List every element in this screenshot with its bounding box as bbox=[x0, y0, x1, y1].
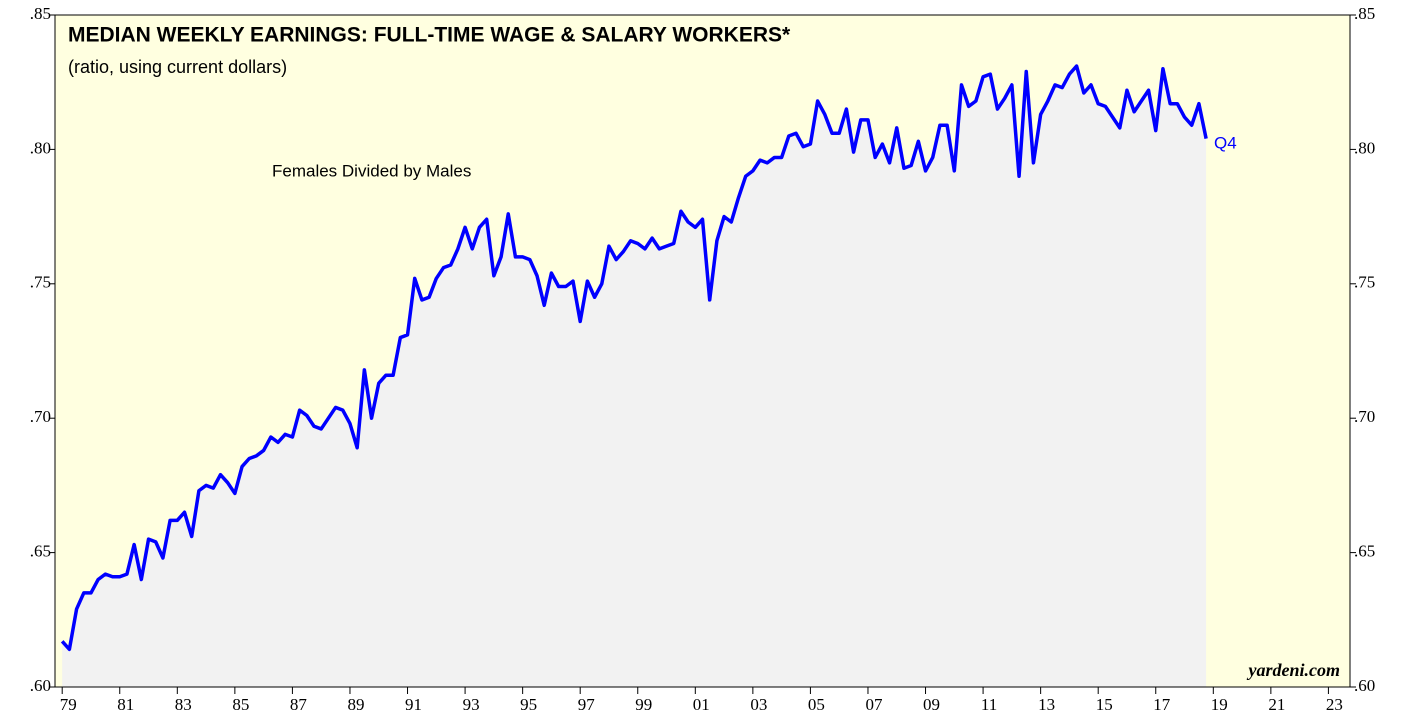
x-tick-label: 11 bbox=[981, 695, 997, 714]
x-tick-label: 15 bbox=[1096, 695, 1113, 714]
y2-tick-label: .75 bbox=[1354, 273, 1375, 292]
area bbox=[62, 66, 1207, 687]
line bbox=[60, 64, 1208, 652]
x-tick-label: 19 bbox=[1211, 695, 1228, 714]
x-tick-label: 89 bbox=[347, 695, 364, 714]
x-tick-label: 17 bbox=[1153, 695, 1171, 714]
x-tick-label: 93 bbox=[463, 695, 480, 714]
y-tick-label: .60 bbox=[30, 676, 51, 695]
y-tick-label: .70 bbox=[30, 407, 51, 426]
x-tick-label: 21 bbox=[1268, 695, 1285, 714]
series-annotation: Females Divided by Males bbox=[272, 161, 471, 180]
x-tick-label: 97 bbox=[578, 695, 596, 714]
end-label: Q4 bbox=[1214, 133, 1237, 152]
chart-title: MEDIAN WEEKLY EARNINGS: FULL-TIME WAGE &… bbox=[68, 24, 791, 47]
x-tick-label: 05 bbox=[808, 695, 825, 714]
y2-tick-label: .80 bbox=[1354, 138, 1375, 157]
y2-tick-label: .60 bbox=[1354, 676, 1375, 695]
x-tick-label: 99 bbox=[635, 695, 652, 714]
source: yardeni.com bbox=[1247, 660, 1341, 680]
y2-tick-label: .70 bbox=[1354, 407, 1375, 426]
x-tick-label: 85 bbox=[232, 695, 249, 714]
y-tick-label: .75 bbox=[30, 273, 51, 292]
x-tick-label: 95 bbox=[520, 695, 537, 714]
y-tick-label: .85 bbox=[30, 4, 51, 23]
x-tick-label: 01 bbox=[693, 695, 710, 714]
y2-tick-label: .85 bbox=[1354, 4, 1375, 23]
x-tick-label: 79 bbox=[60, 695, 77, 714]
x-tick-label: 13 bbox=[1038, 695, 1055, 714]
y-tick-label: .65 bbox=[30, 542, 51, 561]
y2-tick-label: .65 bbox=[1354, 542, 1375, 561]
x-tick-label: 81 bbox=[117, 695, 134, 714]
x-tick-label: 03 bbox=[750, 695, 767, 714]
x-tick-label: 23 bbox=[1326, 695, 1343, 714]
chart-subtitle: (ratio, using current dollars) bbox=[68, 57, 287, 77]
x-tick-label: 83 bbox=[175, 695, 192, 714]
x-tick-label: 91 bbox=[405, 695, 422, 714]
x-tick-label: 09 bbox=[923, 695, 940, 714]
y-tick-label: .80 bbox=[30, 138, 51, 157]
x-tick-label: 07 bbox=[865, 695, 883, 714]
plot-frame bbox=[54, 14, 1351, 688]
x-tick-label: 87 bbox=[290, 695, 308, 714]
